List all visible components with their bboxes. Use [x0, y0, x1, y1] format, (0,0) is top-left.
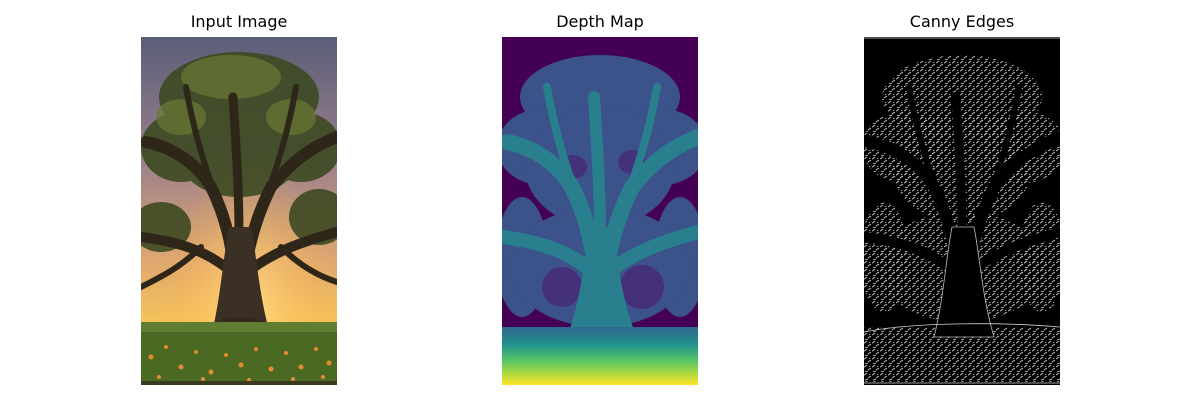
input-image — [141, 37, 337, 385]
panel-title: Input Image — [190, 12, 288, 31]
panel-depth-map: Depth Map — [502, 0, 698, 400]
depth-map-image — [502, 37, 698, 385]
panel-input-image: Input Image — [141, 0, 337, 400]
panel-title: Canny Edges — [909, 12, 1015, 31]
canny-edges-image — [864, 37, 1060, 385]
tree-photo — [141, 37, 337, 385]
edge-map — [864, 37, 1060, 385]
panel-canny-edges: Canny Edges — [864, 0, 1060, 400]
depth-map — [502, 37, 698, 385]
panel-title: Depth Map — [556, 12, 644, 31]
